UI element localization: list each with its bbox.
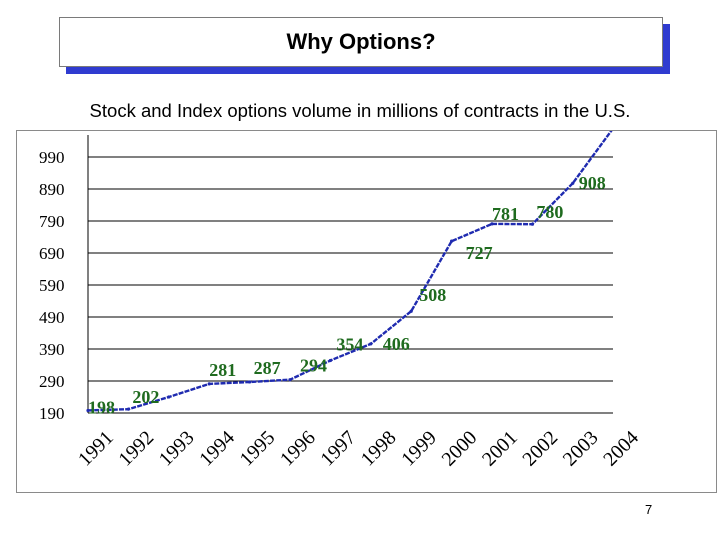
data-point (207, 382, 211, 386)
data-label: 780 (536, 202, 563, 222)
page-number: 7 (645, 502, 653, 517)
data-label: 908 (579, 173, 606, 193)
y-tick-label: 690 (39, 244, 65, 263)
data-label: 281 (209, 360, 236, 380)
x-tick-label: 1996 (276, 427, 320, 471)
data-label: 1080 (633, 131, 669, 134)
y-tick-label: 890 (39, 180, 65, 199)
data-point (126, 407, 130, 411)
y-tick-label: 190 (39, 404, 65, 423)
data-point (86, 408, 90, 413)
data-label: 727 (466, 243, 493, 263)
data-label: 781 (492, 204, 519, 224)
y-tick-label: 290 (39, 372, 65, 391)
x-tick-label: 1992 (114, 427, 158, 471)
slide-title-text: Why Options? (286, 29, 436, 54)
y-tick-label: 790 (39, 212, 65, 231)
data-label: 287 (254, 358, 281, 378)
data-label: 354 (336, 335, 363, 355)
x-tick-label: 1998 (357, 427, 401, 471)
y-tick-label: 590 (39, 276, 65, 295)
data-point (571, 181, 575, 185)
x-tick-label: 1991 (74, 427, 118, 471)
data-point (409, 309, 413, 313)
volume-line-chart: 1902903904905906907908909901991199219931… (39, 131, 669, 471)
x-tick-label: 1993 (155, 427, 199, 471)
x-tick-label: 2000 (438, 427, 482, 471)
data-point (369, 342, 373, 346)
slide-title: Why Options? (59, 17, 663, 67)
data-label: 406 (383, 334, 410, 354)
y-tick-label: 390 (39, 340, 65, 359)
data-label: 508 (419, 285, 446, 305)
x-tick-label: 1997 (316, 427, 360, 471)
slide-subtitle: Stock and Index options volume in millio… (89, 100, 631, 121)
x-tick-label: 1994 (195, 427, 239, 471)
data-label: 202 (132, 387, 159, 407)
chart-frame: 190 290 390 490 590 690 790 890 990 1991 1992 1993 1… (16, 130, 717, 493)
data-label: 198 (88, 397, 115, 417)
data-point (450, 239, 454, 243)
data-point (248, 380, 252, 384)
data-point (530, 222, 535, 226)
y-tick-label: 990 (39, 148, 65, 167)
x-tick-label: 1999 (397, 427, 441, 471)
x-tick-label: 2001 (478, 427, 522, 471)
data-point (328, 358, 332, 363)
x-tick-label: 2004 (599, 427, 643, 471)
y-tick-label: 490 (39, 308, 65, 327)
x-tick-label: 2003 (559, 427, 603, 471)
x-tick-label: 1995 (236, 427, 280, 471)
data-label: 294 (300, 356, 327, 376)
data-point (288, 378, 292, 382)
data-point (167, 395, 171, 399)
data-point (490, 222, 494, 226)
x-tick-label: 2002 (518, 427, 562, 471)
series-line (87, 131, 613, 412)
